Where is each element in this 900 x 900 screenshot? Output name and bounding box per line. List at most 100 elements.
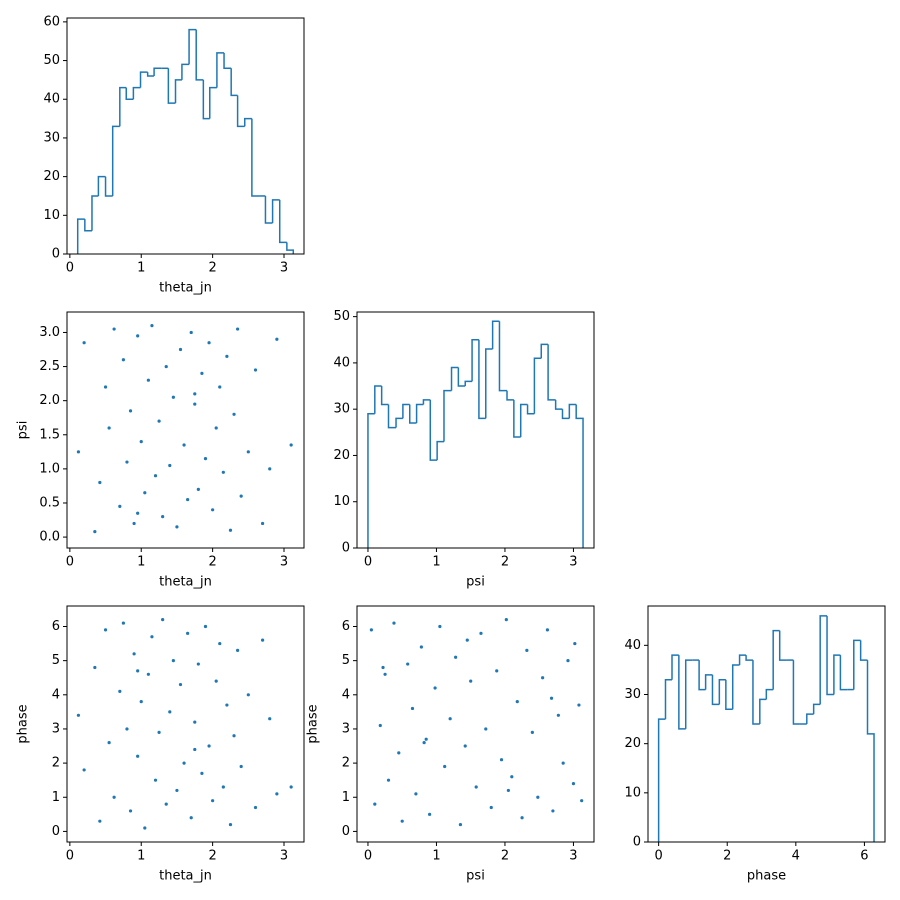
hist-step — [125, 87, 134, 100]
scatter-point — [479, 631, 483, 635]
hist-step — [819, 615, 828, 705]
y-tick-label: 20 — [43, 169, 60, 184]
hist-step — [380, 386, 389, 406]
y-tick-label: 0 — [633, 835, 641, 850]
scatter-point — [175, 525, 179, 529]
scatter-point — [214, 679, 218, 683]
scatter-point — [232, 734, 236, 738]
scatter-point — [448, 717, 452, 721]
scatter-point — [260, 638, 265, 642]
scatter-point — [157, 730, 161, 734]
x-tick-label: 1 — [137, 849, 145, 864]
scatter-point — [193, 747, 197, 752]
scatter-point — [580, 799, 584, 803]
scatter-point — [164, 364, 168, 369]
hist-step — [478, 339, 486, 420]
y-tick-label: 30 — [43, 130, 60, 145]
scatter-point — [260, 521, 265, 526]
y-tick-label: 3 — [342, 721, 350, 736]
hist-step — [104, 176, 113, 197]
hist-step — [408, 404, 417, 424]
x-tick-label: 2 — [501, 849, 509, 864]
scatter-point — [168, 463, 172, 468]
scatter-point — [422, 741, 426, 745]
hist-step — [84, 219, 92, 232]
x-tick-label: 0 — [654, 849, 662, 864]
scatter-point — [76, 713, 81, 717]
scatter-point — [495, 669, 499, 673]
scatter-point — [268, 467, 272, 471]
x-tick-label: 3 — [569, 555, 577, 570]
hist-step — [498, 321, 508, 392]
hist-step — [91, 195, 99, 231]
hist-step — [286, 242, 295, 254]
hist-step — [202, 79, 210, 120]
x-tick-label: 1 — [137, 261, 145, 276]
hist-step — [223, 52, 232, 70]
y-tick-label: 30 — [624, 687, 641, 702]
hist-step — [139, 71, 148, 88]
y-tick-label: 60 — [43, 14, 60, 29]
scatter-point — [536, 795, 540, 799]
hist-step — [111, 125, 120, 196]
scatter-point — [196, 662, 200, 666]
scatter-point — [373, 802, 377, 806]
x-axis-label: psi — [466, 869, 485, 884]
x-axis-label: psi — [466, 575, 485, 590]
scatter-point — [275, 337, 279, 341]
scatter-point — [225, 354, 229, 358]
scatter-point — [221, 785, 225, 789]
hist-step — [725, 679, 733, 710]
x-tick-label: 2 — [208, 261, 216, 276]
scatter-point — [98, 480, 102, 485]
scatter-point — [239, 764, 243, 769]
scatter-point — [132, 521, 136, 526]
scatter-point — [182, 761, 186, 765]
hist-step — [826, 615, 834, 696]
x-tick-label: 6 — [860, 849, 868, 864]
scatter-point — [515, 700, 519, 704]
scatter-point — [157, 419, 161, 423]
scatter-point — [207, 744, 211, 748]
x-tick-label: 0 — [66, 849, 74, 864]
hist-step — [422, 399, 431, 405]
scatter-point — [228, 528, 233, 532]
x-tick-label: 3 — [569, 849, 577, 864]
hist-step — [251, 118, 260, 197]
x-tick-label: 0 — [66, 555, 74, 570]
hist-step — [264, 195, 273, 224]
scatter-point — [118, 504, 122, 508]
hist-step — [812, 703, 821, 715]
scatter-point — [236, 648, 240, 652]
scatter-point — [392, 621, 396, 625]
scatter-point — [410, 706, 415, 711]
hist-step — [684, 659, 693, 729]
scatter-point — [414, 792, 418, 796]
x-axis-label: phase — [747, 869, 786, 884]
hist-step — [209, 86, 217, 119]
scatter-point — [268, 717, 272, 721]
scatter-point — [232, 412, 236, 416]
scatter-point — [182, 443, 186, 447]
scatter-point — [577, 703, 581, 707]
scatter-point — [386, 778, 391, 782]
scatter-point — [236, 327, 240, 331]
scatter-point — [275, 792, 279, 796]
scatter-point — [164, 802, 168, 806]
scatter-point — [76, 450, 81, 454]
scatter-point — [443, 764, 447, 769]
hist-step — [374, 385, 382, 414]
x-tick-label: 0 — [364, 555, 372, 570]
hist-step — [772, 629, 780, 690]
scatter-point — [406, 662, 410, 666]
hist-step — [540, 343, 549, 359]
hist-step — [195, 29, 204, 81]
axes-frame — [66, 17, 305, 255]
scatter-point — [246, 693, 250, 697]
scatter-point — [541, 676, 545, 680]
hist-step — [866, 660, 875, 842]
scatter-point — [178, 682, 183, 687]
y-tick-label: 50 — [333, 309, 350, 324]
scatter-point — [112, 327, 116, 331]
